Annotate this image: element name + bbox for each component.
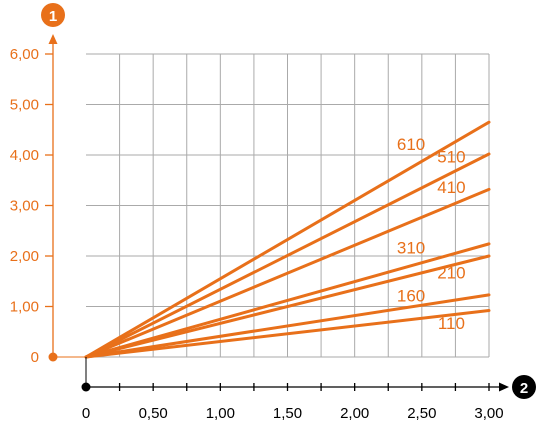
x-axis: 0 0,50 1,00 1,50 2,00 2,50 3,00 (81, 357, 509, 422)
series-label-210: 210 (437, 264, 465, 283)
series-line-610 (84, 120, 491, 359)
x-tick-label: 3,00 (474, 405, 503, 422)
y-tick-label: 5,00 (10, 97, 39, 114)
x-tick-label: 2,50 (407, 405, 436, 422)
series-line-510 (84, 152, 491, 359)
series-label-160: 160 (397, 286, 425, 305)
series-label-310: 310 (397, 238, 425, 257)
series-line-310 (84, 242, 491, 359)
series-line-210 (84, 254, 491, 359)
x-axis-marker-label: 2 (520, 380, 528, 397)
series-line-160 (84, 293, 491, 359)
x-origin-dot (81, 382, 91, 392)
y-tick-label: 1,00 (10, 299, 39, 316)
y-axis-arrow (48, 34, 58, 44)
x-tick-label: 1,00 (206, 405, 235, 422)
x-tick-label: 1,50 (273, 405, 302, 422)
y-origin-dot (48, 352, 58, 362)
x-axis-arrow (499, 382, 509, 392)
y-axis-marker-label: 1 (49, 8, 57, 25)
series-label-410: 410 (437, 178, 465, 197)
y-axis: 0 1,00 2,00 3,00 4,00 5,00 6,00 (10, 34, 86, 366)
y-axis-marker-icon (41, 3, 65, 27)
series-line-410 (84, 187, 491, 359)
x-tick-label: 0 (82, 405, 90, 422)
series-line-110 (84, 309, 491, 359)
x-tick-label: 0,50 (139, 405, 168, 422)
y-tick-label: 6,00 (10, 46, 39, 63)
series-label-510: 510 (437, 148, 465, 167)
series-label-110: 110 (438, 314, 465, 333)
grid (86, 53, 490, 358)
y-tick-label: 3,00 (10, 198, 39, 215)
y-tick-label: 0 (31, 349, 39, 366)
series-labels: 610 510 410 310 210 160 110 (397, 135, 466, 333)
series-lines (84, 120, 491, 359)
y-tick-label: 4,00 (10, 147, 39, 164)
axis-markers: 12 (41, 3, 536, 399)
y-tick-label: 2,00 (10, 248, 39, 265)
x-tick-label: 2,00 (340, 405, 369, 422)
x-axis-marker-icon (512, 375, 536, 399)
series-label-610: 610 (397, 135, 425, 154)
